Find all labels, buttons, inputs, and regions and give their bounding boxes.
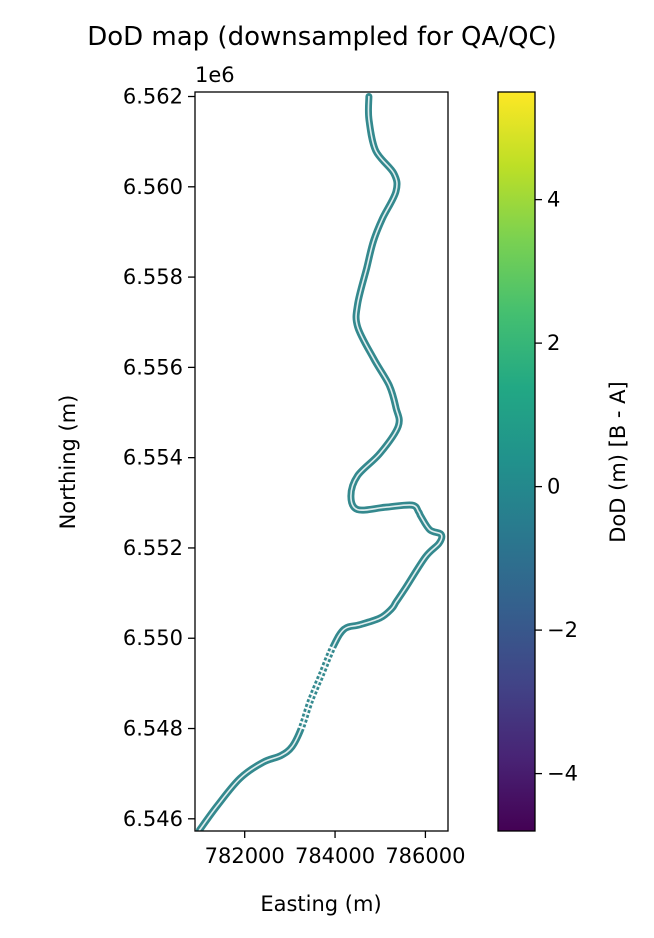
y-offset-label: 1e6 xyxy=(195,63,235,87)
y-tick-label: 6.546 xyxy=(123,807,183,831)
colorbar-tick-label: 0 xyxy=(547,475,560,499)
colorbar-tick-label: −2 xyxy=(547,618,578,642)
y-tick-label: 6.562 xyxy=(123,85,183,109)
colorbar-tick-label: 4 xyxy=(547,188,560,212)
x-tick-label: 786000 xyxy=(385,844,465,868)
y-tick-label: 6.558 xyxy=(123,265,183,289)
map-frame xyxy=(194,91,449,832)
y-tick-label: 6.550 xyxy=(123,626,183,650)
colorbar-frame xyxy=(497,91,536,832)
y-axis-label: Northing (m) xyxy=(56,395,80,530)
colorbar-gradient xyxy=(498,92,535,831)
y-axis-ticks: 6.546 6.548 6.550 6.552 6.554 6.556 6.558 6.560… xyxy=(123,85,195,831)
y-tick-label: 6.556 xyxy=(123,355,183,379)
river-raster xyxy=(196,93,446,831)
map-axes: 6.546 6.548 6.550 6.552 6.554 6.556 6.558 6.560… xyxy=(56,63,465,916)
colorbar-ticks: −4 −2 0 2 4 xyxy=(535,188,578,786)
y-tick-label: 6.552 xyxy=(123,536,183,560)
x-axis-ticks: 782000 784000 786000 xyxy=(205,831,465,868)
y-tick-label: 6.554 xyxy=(123,446,183,470)
x-tick-label: 784000 xyxy=(295,844,375,868)
y-tick-label: 6.548 xyxy=(123,717,183,741)
colorbar: −4 −2 0 2 4 DoD (m) [B - A] xyxy=(497,91,630,832)
colorbar-label: DoD (m) [B - A] xyxy=(606,381,630,542)
chart-title: DoD map (downsampled for QA/QC) xyxy=(87,22,557,52)
colorbar-tick-label: −4 xyxy=(547,762,578,786)
x-tick-label: 782000 xyxy=(205,844,285,868)
x-axis-label: Easting (m) xyxy=(260,892,381,916)
colorbar-tick-label: 2 xyxy=(547,331,560,355)
river-raster-core xyxy=(198,95,443,831)
y-tick-label: 6.560 xyxy=(123,175,183,199)
